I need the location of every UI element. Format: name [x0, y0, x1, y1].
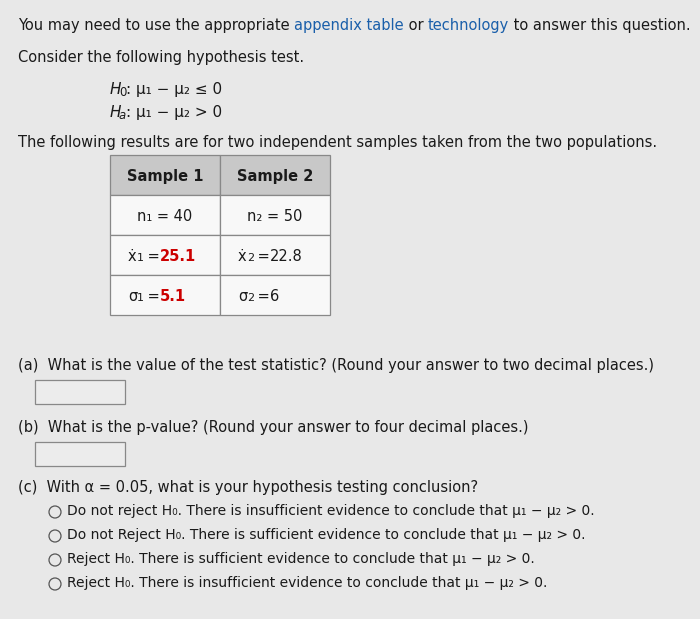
Text: 5.1: 5.1: [160, 289, 186, 304]
Text: 25.1: 25.1: [160, 249, 196, 264]
Text: a: a: [119, 109, 126, 122]
Text: 0: 0: [119, 86, 127, 99]
Text: H: H: [110, 82, 122, 97]
Bar: [110, 155, 220, 195]
Text: The following results are for two independent samples taken from the two populat: The following results are for two indepe…: [18, 135, 657, 150]
Text: Reject H₀. There is sufficient evidence to conclude that μ₁ − μ₂ > 0.: Reject H₀. There is sufficient evidence …: [67, 552, 535, 566]
Text: 2: 2: [247, 293, 254, 303]
Text: 6: 6: [270, 289, 279, 304]
Text: σ: σ: [238, 289, 247, 304]
Bar: [110, 235, 220, 275]
Text: Consider the following hypothesis test.: Consider the following hypothesis test.: [18, 50, 304, 65]
Text: : μ₁ − μ₂ > 0: : μ₁ − μ₂ > 0: [126, 105, 222, 120]
Text: technology: technology: [428, 18, 510, 33]
Text: to answer this question.: to answer this question.: [510, 18, 691, 33]
Text: You may need to use the appropriate: You may need to use the appropriate: [18, 18, 294, 33]
Text: (b)  What is the p-value? (Round your answer to four decimal places.): (b) What is the p-value? (Round your ans…: [18, 420, 528, 435]
Text: (c)  With α = 0.05, what is your hypothesis testing conclusion?: (c) With α = 0.05, what is your hypothes…: [18, 480, 478, 495]
Bar: [35, 380, 125, 404]
Text: n₂ = 50: n₂ = 50: [247, 209, 302, 224]
Text: 22.8: 22.8: [270, 249, 302, 264]
Text: : μ₁ − μ₂ ≤ 0: : μ₁ − μ₂ ≤ 0: [126, 82, 222, 97]
Text: =: =: [143, 289, 164, 304]
Text: ẋ: ẋ: [128, 249, 136, 264]
Text: Sample 2: Sample 2: [237, 169, 313, 184]
Bar: [220, 155, 330, 195]
Bar: [110, 195, 220, 235]
Bar: [35, 442, 125, 466]
Text: =: =: [143, 249, 164, 264]
Text: or: or: [404, 18, 428, 33]
Text: n₁ = 40: n₁ = 40: [137, 209, 193, 224]
Text: 2: 2: [247, 253, 254, 263]
Bar: [220, 195, 330, 235]
Text: appendix table: appendix table: [294, 18, 404, 33]
Text: =: =: [253, 249, 274, 264]
Text: H: H: [110, 105, 122, 120]
Text: 1: 1: [137, 253, 144, 263]
Bar: [220, 275, 330, 315]
Text: Do not Reject H₀. There is sufficient evidence to conclude that μ₁ − μ₂ > 0.: Do not Reject H₀. There is sufficient ev…: [67, 528, 585, 542]
Text: Reject H₀. There is insufficient evidence to conclude that μ₁ − μ₂ > 0.: Reject H₀. There is insufficient evidenc…: [67, 576, 547, 590]
Text: 1: 1: [137, 293, 144, 303]
Text: Do not reject H₀. There is insufficient evidence to conclude that μ₁ − μ₂ > 0.: Do not reject H₀. There is insufficient …: [67, 504, 594, 518]
Text: ẋ: ẋ: [238, 249, 246, 264]
Text: σ: σ: [128, 289, 137, 304]
Text: (a)  What is the value of the test statistic? (Round your answer to two decimal : (a) What is the value of the test statis…: [18, 358, 654, 373]
Bar: [110, 275, 220, 315]
Text: =: =: [253, 289, 274, 304]
Text: Sample 1: Sample 1: [127, 169, 203, 184]
Bar: [220, 235, 330, 275]
